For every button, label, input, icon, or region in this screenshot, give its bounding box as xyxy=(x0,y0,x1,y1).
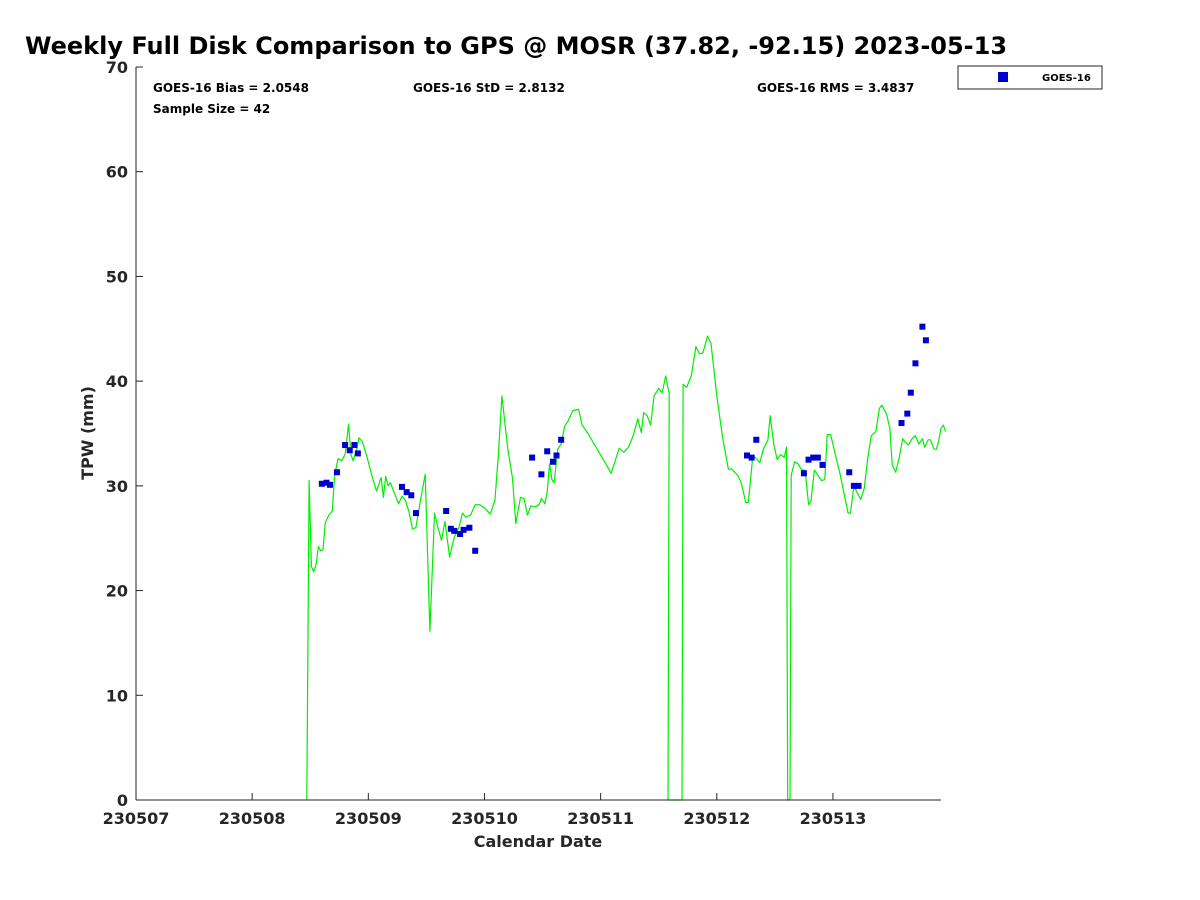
x-tick-label: 230510 xyxy=(451,809,518,828)
goes-16-point xyxy=(919,323,926,330)
x-tick-label: 230513 xyxy=(800,809,867,828)
goes-16-point xyxy=(810,454,817,461)
chart-title: Weekly Full Disk Comparison to GPS @ MOS… xyxy=(25,32,1007,60)
goes-16-point xyxy=(805,456,812,463)
goes-16-point xyxy=(412,510,419,517)
bias-stat: GOES-16 Bias = 2.0548 xyxy=(153,81,309,95)
goes-16-point xyxy=(819,461,826,468)
goes-16-point xyxy=(744,452,751,459)
gps-series xyxy=(306,335,947,801)
goes-16-point xyxy=(850,482,857,489)
y-tick-label: 50 xyxy=(106,267,128,286)
x-tick-label: 230507 xyxy=(103,809,170,828)
x-tick-label: 230509 xyxy=(335,809,402,828)
legend-box xyxy=(957,65,1103,90)
goes-16-point xyxy=(451,527,458,534)
goes-16-point xyxy=(447,525,454,532)
goes-16-point xyxy=(351,442,358,449)
y-tick-label: 70 xyxy=(106,58,128,77)
goes-16-point xyxy=(748,454,755,461)
goes-16-point xyxy=(342,442,349,449)
goes-16-point xyxy=(855,482,862,489)
goes-16-point xyxy=(354,450,361,457)
goes-16-series xyxy=(318,323,929,554)
goes-16-point xyxy=(898,420,905,427)
goes-16-point xyxy=(466,524,473,531)
y-tick-label: 40 xyxy=(106,372,128,391)
y-tick-label: 10 xyxy=(106,686,128,705)
goes-16-point xyxy=(550,458,557,465)
goes-16-point xyxy=(399,483,406,490)
gps-line xyxy=(306,335,947,801)
goes-16-point xyxy=(753,436,760,443)
goes-16-point xyxy=(922,337,929,344)
y-tick-label: 20 xyxy=(106,582,128,601)
y-tick-label: 0 xyxy=(117,791,128,810)
goes-16-point xyxy=(904,410,911,417)
goes-16-point xyxy=(443,507,450,514)
std-stat: GOES-16 StD = 2.8132 xyxy=(413,81,565,95)
rms-stat: GOES-16 RMS = 3.4837 xyxy=(757,81,914,95)
goes-16-point xyxy=(408,492,415,499)
goes-16-point xyxy=(912,360,919,367)
goes-16-point xyxy=(553,452,560,459)
goes-16-point xyxy=(529,454,536,461)
x-tick-label: 230511 xyxy=(567,809,634,828)
legend-marker-goes-16 xyxy=(998,72,1008,82)
goes-16-point xyxy=(814,454,821,461)
goes-16-point xyxy=(558,436,565,443)
plot-area xyxy=(136,67,941,800)
goes-16-point xyxy=(846,469,853,476)
goes-16-point xyxy=(326,481,333,488)
x-axis-label: Calendar Date xyxy=(474,832,603,851)
x-tick-label: 230512 xyxy=(683,809,750,828)
goes-16-point xyxy=(323,479,330,486)
goes-16-point xyxy=(538,471,545,478)
x-tick-label: 230508 xyxy=(219,809,286,828)
goes-16-point xyxy=(333,469,340,476)
goes-16-point xyxy=(318,480,325,487)
sample-size-stat: Sample Size = 42 xyxy=(153,102,270,116)
axis-ticks: 0 10 20 30 40 50 60 70 230507 230508 230509 230510 2… xyxy=(103,58,867,828)
legend: GOES-16 xyxy=(957,65,1103,90)
goes-16-point xyxy=(800,470,807,477)
goes-16-point xyxy=(460,526,467,533)
goes-16-point xyxy=(472,547,479,554)
goes-16-point xyxy=(346,447,353,454)
goes-16-point xyxy=(457,531,464,538)
goes-16-point xyxy=(907,389,914,396)
y-tick-label: 30 xyxy=(106,477,128,496)
goes-16-point xyxy=(403,489,410,496)
y-axis-label: TPW (mm) xyxy=(78,386,97,480)
y-tick-label: 60 xyxy=(106,163,128,182)
legend-label-goes-16: GOES-16 xyxy=(1042,73,1091,84)
goes-16-point xyxy=(544,448,551,455)
